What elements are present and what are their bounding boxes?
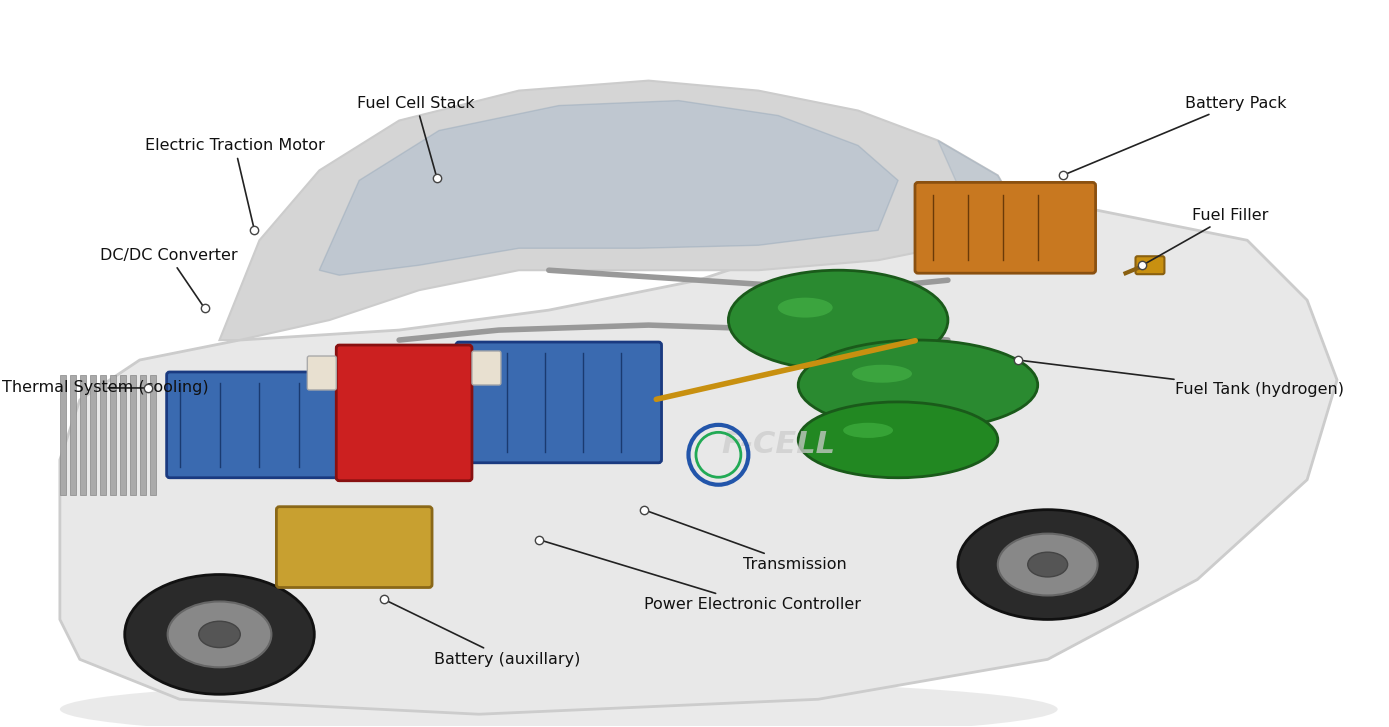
Ellipse shape xyxy=(958,510,1138,619)
Text: Fuel Cell Stack: Fuel Cell Stack xyxy=(357,95,475,176)
Ellipse shape xyxy=(799,340,1038,430)
Text: Power Electronic Controller: Power Electronic Controller xyxy=(542,540,861,612)
Text: Electric Traction Motor: Electric Traction Motor xyxy=(144,138,325,228)
Text: DC/DC Converter: DC/DC Converter xyxy=(100,248,238,306)
Bar xyxy=(129,375,136,494)
Polygon shape xyxy=(60,210,1338,714)
Text: Transmission: Transmission xyxy=(646,510,847,572)
FancyBboxPatch shape xyxy=(456,342,661,463)
Ellipse shape xyxy=(843,423,893,438)
Ellipse shape xyxy=(728,270,947,370)
FancyBboxPatch shape xyxy=(276,507,432,587)
Polygon shape xyxy=(219,81,1018,340)
Polygon shape xyxy=(938,140,1018,230)
Ellipse shape xyxy=(799,402,997,478)
Ellipse shape xyxy=(778,297,832,318)
Text: Battery (auxillary): Battery (auxillary) xyxy=(386,601,581,667)
Ellipse shape xyxy=(125,574,314,694)
Text: Fuel Filler: Fuel Filler xyxy=(1145,208,1268,264)
Bar xyxy=(79,375,86,494)
FancyBboxPatch shape xyxy=(307,356,336,390)
Ellipse shape xyxy=(1028,553,1068,577)
Polygon shape xyxy=(319,100,899,276)
Text: F-CELL: F-CELL xyxy=(721,430,835,459)
FancyBboxPatch shape xyxy=(1135,256,1164,274)
Ellipse shape xyxy=(851,365,913,382)
Bar xyxy=(100,375,106,494)
FancyBboxPatch shape xyxy=(336,345,472,481)
Text: Battery Pack: Battery Pack xyxy=(1065,95,1286,174)
FancyBboxPatch shape xyxy=(167,372,353,478)
Ellipse shape xyxy=(168,601,271,667)
Text: Thermal System (cooling): Thermal System (cooling) xyxy=(1,380,208,395)
Bar xyxy=(119,375,126,494)
Bar xyxy=(90,375,96,494)
Ellipse shape xyxy=(60,679,1057,727)
FancyBboxPatch shape xyxy=(915,182,1096,273)
Ellipse shape xyxy=(199,622,240,648)
Bar xyxy=(69,375,76,494)
Bar xyxy=(60,375,65,494)
Ellipse shape xyxy=(997,534,1097,595)
Bar xyxy=(150,375,156,494)
FancyBboxPatch shape xyxy=(472,351,501,385)
Bar xyxy=(110,375,115,494)
Bar xyxy=(140,375,146,494)
Text: Fuel Tank (hydrogen): Fuel Tank (hydrogen) xyxy=(1021,361,1345,398)
